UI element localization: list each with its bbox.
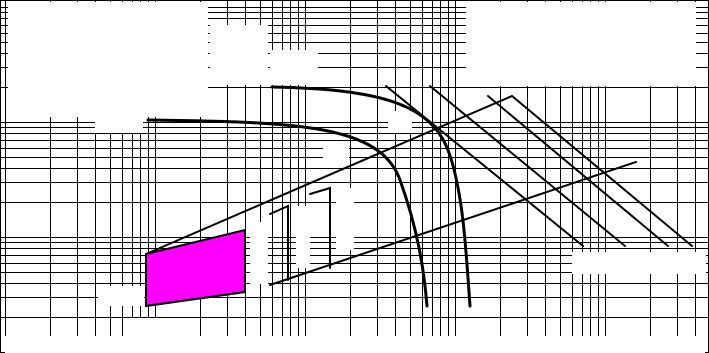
step-label-3	[336, 188, 354, 250]
falling-line-4	[511, 95, 693, 247]
falling-lines	[385, 85, 693, 247]
knee-curve-left	[146, 118, 429, 308]
falling-line-1	[385, 85, 584, 247]
knee-curve-right	[270, 85, 472, 308]
mid-right-label-area	[388, 111, 412, 133]
label-masks	[5, 2, 706, 353]
left-label-area	[95, 115, 143, 133]
mid-label-area	[323, 142, 349, 160]
bottom-left-label-area	[98, 286, 144, 306]
diagonal-lines	[145, 95, 637, 307]
right-label-area	[572, 252, 706, 274]
falling-line-3	[487, 95, 669, 247]
step-outlines	[244, 186, 331, 293]
upper-mid-label-area	[270, 50, 318, 85]
axis-label-area	[5, 336, 705, 353]
top-left-label-area	[8, 2, 208, 117]
bottom-edge-line	[145, 291, 246, 307]
falling-line-2	[429, 85, 626, 247]
upper-diagonal-line	[145, 95, 513, 255]
knee-curves	[146, 85, 472, 308]
step-edge-2	[269, 204, 289, 281]
upper-label-area	[210, 25, 268, 85]
bottom-label-area	[130, 318, 164, 336]
step-edge-3	[309, 186, 331, 269]
top-right-label-area	[466, 2, 696, 86]
step-label-2	[296, 206, 310, 268]
step-label-1	[250, 222, 268, 284]
lower-diagonal-line	[269, 161, 637, 286]
